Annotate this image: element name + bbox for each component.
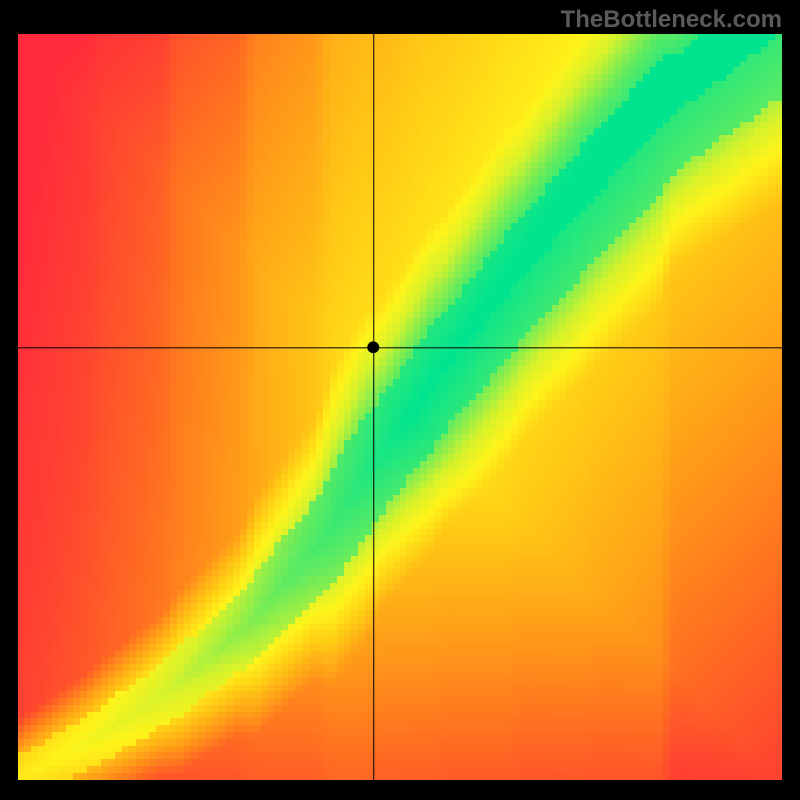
watermark-text: TheBottleneck.com	[561, 6, 782, 34]
bottleneck-heatmap	[18, 34, 782, 780]
chart-container: TheBottleneck.com	[0, 0, 800, 800]
